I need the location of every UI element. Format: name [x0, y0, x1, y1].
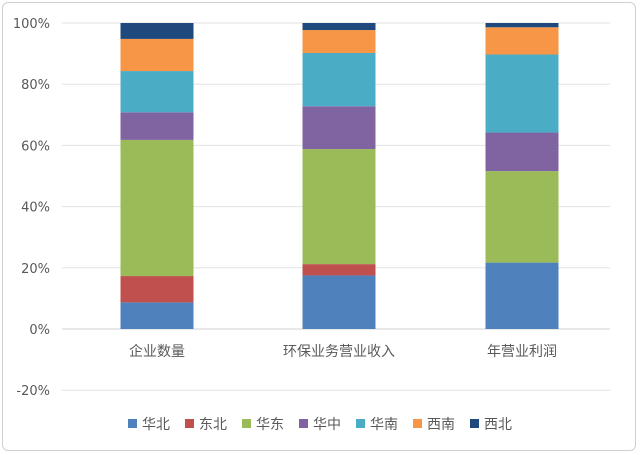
legend-label: 华中 [313, 417, 341, 433]
bar-segment [302, 52, 376, 107]
bar-segment [120, 71, 194, 113]
x-category-label: 环保业务营业收入 [283, 344, 395, 360]
bar-segment [120, 276, 194, 303]
y-tick-label: 60% [21, 139, 50, 154]
legend-swatch [185, 419, 194, 428]
bar-segment [302, 149, 376, 265]
bar-segment [120, 302, 194, 329]
legend-label: 西北 [484, 417, 512, 433]
bar-segment [485, 54, 559, 133]
y-tick-label: 40% [21, 201, 50, 216]
bar-segment [302, 106, 376, 150]
bar-segment [120, 112, 194, 140]
bar-segment [120, 38, 194, 72]
bar-segment [120, 139, 194, 277]
legend-swatch [356, 419, 365, 428]
legend-label: 华东 [256, 417, 284, 433]
bar-segment [302, 30, 376, 53]
bar-segment [302, 23, 376, 31]
bar-segment [302, 275, 376, 329]
legend-label: 华南 [370, 417, 398, 433]
y-tick-label: 20% [21, 262, 50, 277]
legend-label: 西南 [427, 417, 455, 433]
x-category-label: 年营业利润 [487, 344, 557, 360]
y-tick-label: 100% [13, 17, 50, 32]
legend-swatch [413, 419, 422, 428]
bar-segment [485, 171, 559, 263]
bar-segment [485, 132, 559, 172]
bar-segment [302, 264, 376, 276]
legend-swatch [242, 419, 251, 428]
legend-label: 东北 [199, 417, 227, 433]
y-tick-label: 0% [29, 323, 50, 338]
legend-label: 华北 [142, 417, 170, 433]
legend-swatch [128, 419, 137, 428]
legend-swatch [470, 419, 479, 428]
chart-frame [2, 2, 636, 451]
x-category-label: 企业数量 [129, 343, 185, 360]
bar-segment [485, 262, 559, 329]
bar-segment [485, 27, 559, 55]
legend-swatch [299, 419, 308, 428]
bar-segment [485, 23, 559, 28]
bar-segment [120, 23, 194, 39]
y-tick-label: -20% [16, 384, 50, 399]
y-tick-label: 80% [21, 78, 50, 93]
